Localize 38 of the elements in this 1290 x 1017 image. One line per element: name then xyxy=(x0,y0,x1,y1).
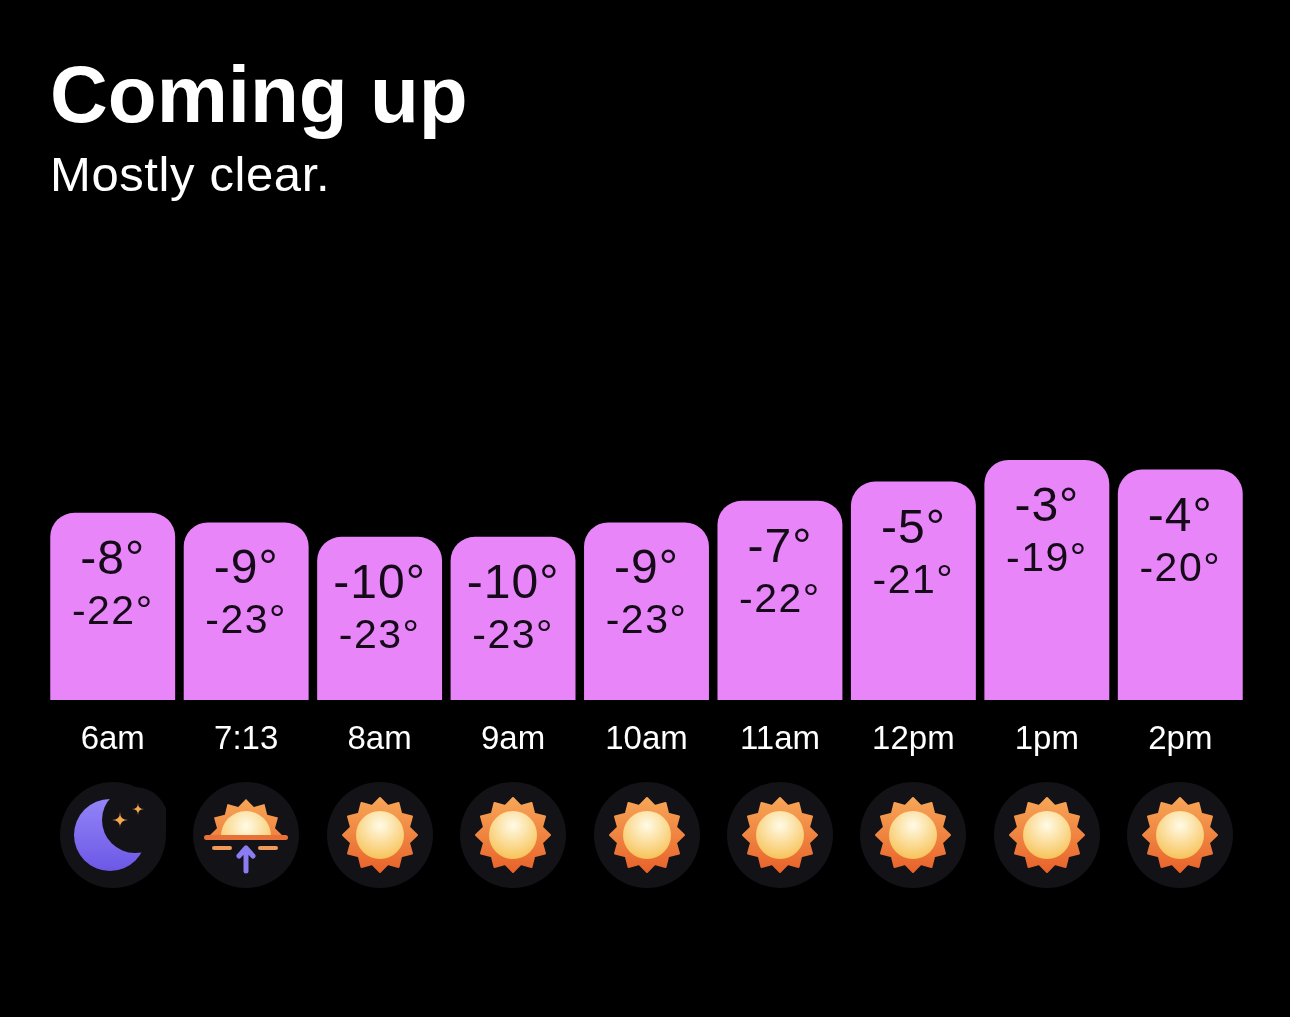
annotation: -22° xyxy=(71,586,154,633)
bar xyxy=(850,481,976,700)
bar xyxy=(717,500,843,700)
annotation: -9° xyxy=(213,540,279,594)
annotation: -20° xyxy=(1139,543,1222,590)
bar xyxy=(450,536,576,700)
bar xyxy=(984,460,1110,700)
x-tick-label: 8am xyxy=(347,718,412,756)
annotation: -23° xyxy=(205,596,287,643)
annotation: -8° xyxy=(80,530,146,584)
x-tick-label: 1pm xyxy=(1014,718,1079,756)
x-tick-label: 2pm xyxy=(1148,718,1213,756)
annotation: -3° xyxy=(1014,478,1080,531)
bar xyxy=(1117,469,1243,700)
annotation: -21° xyxy=(872,555,955,602)
annotation: -23° xyxy=(472,610,554,657)
bar xyxy=(50,512,176,700)
x-tick-label: 7:13 xyxy=(214,718,279,756)
chart-title: Coming up xyxy=(50,50,468,139)
annotation: -19° xyxy=(1006,534,1088,580)
x-tick-label: 10am xyxy=(605,718,688,756)
annotation: -10° xyxy=(466,554,560,608)
bar xyxy=(317,536,443,700)
annotation: -23° xyxy=(338,610,421,657)
chart-subtitle: Mostly clear. xyxy=(50,147,331,201)
annotation: -10° xyxy=(333,554,426,608)
annotation: -22° xyxy=(739,574,821,621)
bar xyxy=(584,522,709,700)
annotation: -5° xyxy=(880,499,946,553)
x-tick-label: 9am xyxy=(480,718,546,756)
annotation: -9° xyxy=(614,540,679,594)
annotation: -23° xyxy=(605,596,688,643)
annotation: -7° xyxy=(747,518,813,572)
x-tick-label: 11am xyxy=(739,718,820,756)
x-tick-label: 6am xyxy=(80,718,145,756)
x-tick-label: 12pm xyxy=(872,718,955,756)
annotation: -4° xyxy=(1147,487,1213,541)
bar xyxy=(183,522,309,700)
